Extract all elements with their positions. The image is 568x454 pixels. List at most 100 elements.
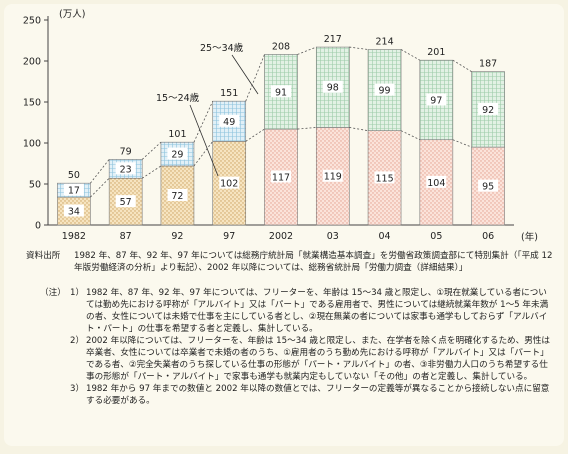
- value-label-15-24: 95: [482, 182, 494, 193]
- source-text: 1982 年、87 年、92 年、97 年については総務庁統計局「就業構造基本調…: [74, 251, 553, 273]
- annotation-25-34-leader: [231, 54, 259, 95]
- x-axis-unit: (年): [521, 231, 538, 243]
- total-label: 187: [479, 59, 497, 70]
- x-tick-label: 92: [171, 231, 183, 242]
- connector-total: [452, 59, 472, 73]
- value-label-bg: [219, 114, 240, 127]
- source-label: 資料出所: [26, 251, 61, 261]
- total-label: 151: [220, 88, 238, 99]
- value-label-25-34: 92: [482, 105, 494, 116]
- x-tick-label: 03: [327, 231, 339, 242]
- value-label-bg: [219, 176, 240, 189]
- value-label-15-24: 104: [427, 178, 445, 189]
- annotation-25-34: 25～34歳: [200, 42, 244, 54]
- annotation-15-24: 15～24歳: [156, 92, 200, 104]
- value-label-bg: [374, 83, 395, 96]
- y-tick-label: 50: [29, 180, 41, 191]
- value-label-15-24: 34: [68, 207, 80, 218]
- connector-15-24: [193, 141, 214, 167]
- value-label-15-24: 102: [220, 179, 238, 190]
- value-label-bg: [322, 80, 343, 93]
- connector-total: [297, 46, 317, 55]
- note-text: 1982 年から 97 年までの数値と 2002 年以降の数値とでは、フリーター…: [86, 384, 550, 406]
- total-label: 101: [168, 129, 186, 140]
- value-label-25-34: 99: [379, 86, 391, 97]
- total-label: 201: [427, 47, 445, 58]
- y-tick-label: 200: [23, 57, 41, 68]
- value-label-15-24: 115: [375, 173, 393, 184]
- connector-15-24: [297, 127, 317, 130]
- total-label: 214: [375, 37, 393, 48]
- value-label-25-34: 29: [171, 150, 183, 161]
- bar-15-24: [315, 127, 350, 226]
- value-label-25-34: 98: [327, 83, 339, 94]
- value-label-25-34: 23: [120, 164, 132, 175]
- connector-total: [90, 159, 110, 184]
- x-tick-label: 87: [120, 231, 132, 242]
- y-tick-label: 150: [23, 98, 41, 109]
- x-tick-label: 04: [379, 231, 391, 242]
- value-label-bg: [271, 170, 291, 183]
- connector-total: [193, 101, 214, 143]
- note-text: 1982 年、87 年、92 年、97 年については、フリーターを、年齢は 15…: [86, 288, 549, 334]
- x-tick-label: 05: [430, 231, 442, 242]
- value-label-bg: [271, 85, 291, 98]
- value-label-bg: [478, 102, 499, 115]
- note-number: 2）: [70, 336, 85, 346]
- value-label-25-34: 91: [275, 87, 287, 98]
- value-label-25-34: 17: [68, 186, 80, 197]
- y-tick-label: 250: [23, 16, 41, 27]
- value-label-bg: [63, 183, 84, 196]
- value-label-15-24: 57: [120, 197, 132, 208]
- total-label: 217: [324, 34, 342, 45]
- value-label-15-24: 117: [272, 173, 290, 184]
- value-label-bg: [478, 179, 499, 192]
- connector-total: [245, 54, 265, 102]
- note-item: 3） 1982 年から 97 年までの数値と 2002 年以降の数値とでは、フリ…: [26, 383, 554, 407]
- value-label-bg: [426, 175, 447, 188]
- total-label: 208: [272, 41, 290, 52]
- value-label-25-34: 97: [430, 95, 442, 106]
- value-label-bg: [322, 169, 343, 182]
- x-tick-label: 06: [482, 231, 494, 242]
- connector-15-24: [349, 127, 369, 132]
- value-label-bg: [167, 147, 188, 160]
- notes-block: （注） 1） 1982 年、87 年、92 年、97 年については、フリーターを…: [26, 287, 554, 407]
- source-block: 資料出所 1982 年、87 年、92 年、97 年については総務庁統計局「就業…: [26, 250, 554, 274]
- x-tick-label: 2002: [269, 231, 293, 242]
- note-number: 3）: [70, 384, 85, 394]
- connector-15-24: [90, 177, 110, 198]
- x-tick-label: 1982: [62, 231, 86, 242]
- figure-panel: 0 50 100 150 200 250 34 17 50 1982 57 23 79 87 72 29 10…: [4, 4, 564, 446]
- connector-15-24: [452, 139, 472, 148]
- annotation-15-24-leader: [189, 104, 219, 177]
- connector-15-24: [400, 130, 421, 141]
- value-label-bg: [426, 93, 447, 106]
- notes-label: （注）: [40, 288, 66, 298]
- connector-total: [349, 46, 369, 50]
- connector-15-24: [245, 128, 265, 142]
- connector-total: [400, 49, 421, 61]
- y-axis-unit: (万人): [59, 9, 85, 20]
- value-label-25-34: 49: [223, 117, 235, 128]
- value-label-15-24: 119: [324, 172, 342, 183]
- note-number: 1）: [70, 288, 85, 298]
- y-tick-label: 0: [35, 221, 41, 232]
- value-label-bg: [115, 195, 136, 208]
- bar-25-34: [419, 59, 454, 141]
- note-item: 2） 2002 年以降については、フリーターを、年齢は 15～34 歳と限定し、…: [26, 335, 554, 383]
- connector-total: [141, 141, 162, 160]
- note-item: 1） 1982 年、87 年、92 年、97 年については、フリーターを、年齢は…: [26, 287, 554, 335]
- value-label-bg: [63, 204, 84, 217]
- total-label: 79: [120, 146, 132, 157]
- connector-15-24: [141, 165, 162, 179]
- value-label-bg: [115, 162, 136, 175]
- note-text: 2002 年以降については、フリーターを、年齢は 15～34 歳と限定し、また、…: [86, 336, 551, 382]
- value-label-15-24: 72: [171, 191, 183, 202]
- total-label: 50: [68, 170, 80, 181]
- y-tick-label: 100: [23, 139, 41, 150]
- value-label-bg: [374, 171, 395, 184]
- value-label-bg: [167, 188, 188, 201]
- x-tick-label: 97: [223, 231, 235, 242]
